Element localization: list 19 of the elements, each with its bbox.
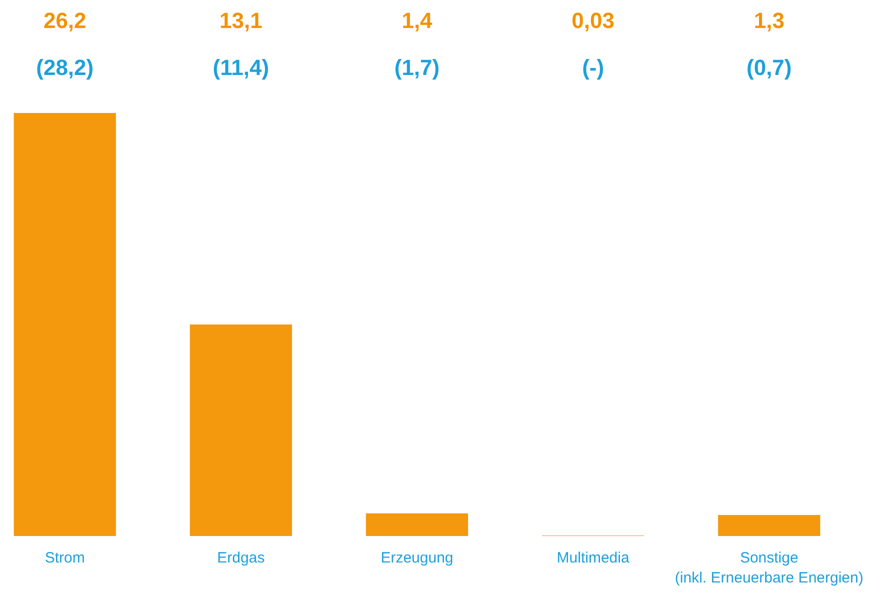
data-label: 13,1 [220, 8, 262, 33]
x-tick-label: Erdgas [217, 550, 265, 566]
bar [366, 513, 468, 536]
text: (28,2) [36, 55, 94, 80]
text: (1,7) [394, 55, 440, 80]
x-tick-label: Erzeugung [380, 550, 454, 566]
data-label: 1,4 [402, 8, 434, 33]
data-label: 1,3 [754, 8, 784, 33]
text: (11,4) [212, 55, 270, 80]
bar [718, 515, 820, 536]
text: (0,7) [746, 55, 792, 80]
bar [14, 113, 116, 536]
x-tick-label: Multimedia [556, 550, 630, 566]
x-tick-label: Strom [44, 550, 85, 566]
data-label: 0,03 [572, 8, 614, 33]
bar [190, 324, 292, 536]
text: (-) [582, 55, 604, 80]
x-tick-label: Sonstige (inkl. Erneuerbare Energien) [674, 550, 864, 586]
data-label: 26,2 [43, 8, 86, 33]
